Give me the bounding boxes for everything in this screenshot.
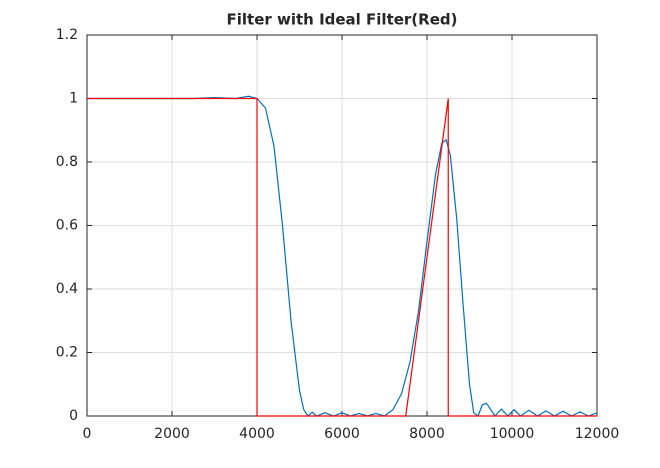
x-tick-label: 6000 — [324, 426, 360, 442]
y-tick-label: 0.6 — [56, 218, 78, 234]
y-tick-label: 1 — [69, 91, 78, 107]
x-tick-label: 0 — [83, 426, 92, 442]
x-tick-label: 10000 — [490, 426, 535, 442]
y-tick-label: 1.2 — [56, 27, 78, 43]
y-tick-label: 0.4 — [56, 281, 78, 297]
y-tick-label: 0.8 — [56, 154, 78, 170]
y-tick-label: 0 — [69, 408, 78, 424]
chart-title: Filter with Ideal Filter(Red) — [227, 11, 458, 29]
series-line — [87, 95, 598, 417]
x-tick-label: 8000 — [409, 426, 445, 442]
x-tick-label: 2000 — [154, 426, 190, 442]
series-line — [87, 97, 597, 417]
y-tick-label: 0.2 — [56, 345, 78, 361]
x-tick-label: 4000 — [239, 426, 275, 442]
x-tick-label: 12000 — [575, 426, 620, 442]
